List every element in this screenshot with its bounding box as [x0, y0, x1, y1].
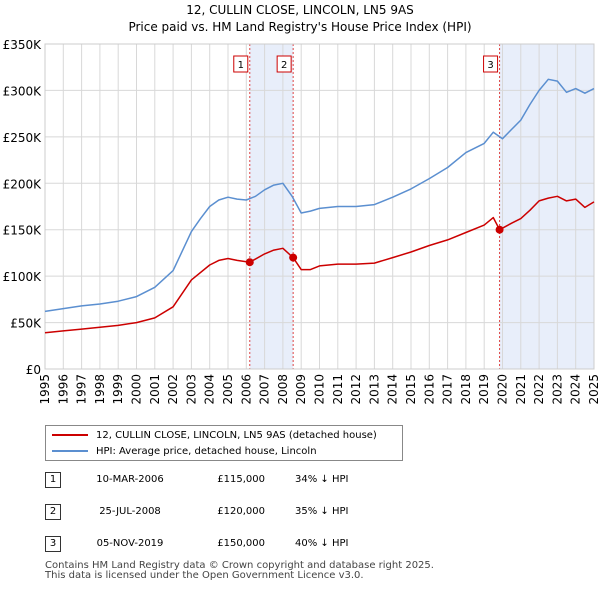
- x-tick-label: 2003: [184, 374, 198, 405]
- x-tick-label: 2016: [422, 374, 436, 405]
- shaded-span-2: [499, 44, 594, 369]
- legend-swatch-hpi: [52, 450, 88, 452]
- x-tick-label: 1999: [111, 374, 125, 405]
- x-tick-label: 2017: [441, 374, 455, 405]
- series-line-hpi: [44, 78, 595, 313]
- x-tick-label: 2011: [331, 374, 345, 405]
- legend-item-property: 12, CULLIN CLOSE, LINCOLN, LN5 9AS (deta…: [52, 428, 377, 444]
- chart-subtitle: Price paid vs. HM Land Registry's House …: [128, 20, 471, 34]
- x-tick-label: 1996: [56, 374, 70, 405]
- series-line-property: [44, 195, 595, 334]
- x-tick-label: 1997: [75, 374, 89, 405]
- sale-label-box-3: [483, 55, 499, 73]
- x-tick-label: 2010: [313, 374, 327, 405]
- transaction-hpi-diff: 34% ↓ HPI: [295, 474, 349, 485]
- legend-label-property: 12, CULLIN CLOSE, LINCOLN, LN5 9AS (deta…: [96, 430, 377, 441]
- y-tick-label: £100K: [3, 270, 43, 284]
- x-tick-label: 2014: [386, 374, 400, 405]
- plot-frame: [44, 43, 595, 370]
- sale-label-3: 3: [487, 60, 493, 71]
- sale-label-1: 1: [238, 60, 244, 71]
- x-tick-label: 2005: [221, 374, 235, 405]
- x-tick-label: 2022: [532, 374, 546, 405]
- transaction-price: £150,000: [217, 538, 265, 549]
- x-tick-label: 1995: [38, 374, 52, 405]
- y-tick-label: £300K: [3, 84, 43, 98]
- x-tick-label: 2002: [166, 374, 180, 405]
- transaction-number: 1: [45, 472, 61, 488]
- x-tick-label: 2020: [496, 374, 510, 405]
- table-row: 2 25-JUL-2008 £120,000 35% ↓ HPI: [45, 504, 445, 524]
- y-tick-label: £250K: [3, 131, 43, 145]
- x-tick-label: 1998: [93, 374, 107, 405]
- x-tick-label: 2009: [294, 374, 308, 405]
- transaction-price: £120,000: [217, 506, 265, 517]
- y-tick-label: £350K: [3, 38, 43, 52]
- x-tick-label: 2012: [349, 374, 363, 405]
- price-chart: 12, CULLIN CLOSE, LINCOLN, LN5 9AS Price…: [3, 3, 600, 405]
- legend: 12, CULLIN CLOSE, LINCOLN, LN5 9AS (deta…: [45, 425, 403, 461]
- legend-label-hpi: HPI: Average price, detached house, Linc…: [96, 446, 317, 457]
- transaction-number: 3: [45, 536, 61, 552]
- legend-item-hpi: HPI: Average price, detached house, Linc…: [52, 444, 317, 460]
- footer: Contains HM Land Registry data © Crown c…: [45, 561, 434, 581]
- x-tick-label: 2021: [514, 374, 528, 405]
- footer-licence: This data is licensed under the Open Gov…: [45, 570, 364, 581]
- x-tick-label: 2007: [258, 374, 272, 405]
- chart-title: 12, CULLIN CLOSE, LINCOLN, LN5 9AS: [186, 3, 414, 17]
- sale-point-1: [245, 258, 254, 267]
- y-tick-label: £150K: [3, 224, 43, 238]
- x-tick-label: 2013: [367, 374, 381, 405]
- x-tick-label: 2019: [477, 374, 491, 405]
- x-tick-label: 2001: [148, 374, 162, 405]
- transaction-hpi-diff: 35% ↓ HPI: [295, 506, 349, 517]
- sale-label-2: 2: [281, 60, 287, 71]
- sale-point-3: [495, 225, 504, 234]
- table-row: 1 10-MAR-2006 £115,000 34% ↓ HPI: [45, 472, 445, 492]
- transaction-number: 2: [45, 504, 61, 520]
- footer-copyright: Contains HM Land Registry data © Crown c…: [45, 560, 434, 571]
- y-tick-label: £50K: [10, 317, 42, 331]
- x-tick-label: 2025: [587, 374, 600, 405]
- transaction-date: 25-JUL-2008: [99, 506, 161, 517]
- x-tick-label: 2015: [404, 374, 418, 405]
- y-tick-label: £200K: [3, 177, 43, 191]
- plot-area: 1 2 3 £0 £50K £100K £150K £200K £250K £300K £350K 1…: [3, 38, 600, 405]
- x-tick-label: 2000: [130, 374, 144, 405]
- x-tick-label: 2008: [276, 374, 290, 405]
- x-tick-label: 2023: [550, 374, 564, 405]
- sale-label-box-2: [276, 55, 292, 73]
- transaction-hpi-diff: 40% ↓ HPI: [295, 538, 349, 549]
- transaction-date: 10-MAR-2006: [96, 474, 164, 485]
- x-tick-label: 2004: [203, 374, 217, 405]
- x-tick-label: 2024: [569, 374, 583, 405]
- transaction-date: 05-NOV-2019: [96, 538, 164, 549]
- table-row: 3 05-NOV-2019 £150,000 40% ↓ HPI: [45, 536, 445, 556]
- y-tick-label: £0: [26, 363, 41, 377]
- sale-label-box-1: [233, 55, 249, 73]
- legend-swatch-property: [52, 434, 88, 436]
- shaded-span-1: [249, 44, 294, 369]
- sale-point-2: [289, 253, 298, 262]
- x-tick-label: 2018: [459, 374, 473, 405]
- transaction-price: £115,000: [217, 474, 265, 485]
- x-tick-label: 2006: [239, 374, 253, 405]
